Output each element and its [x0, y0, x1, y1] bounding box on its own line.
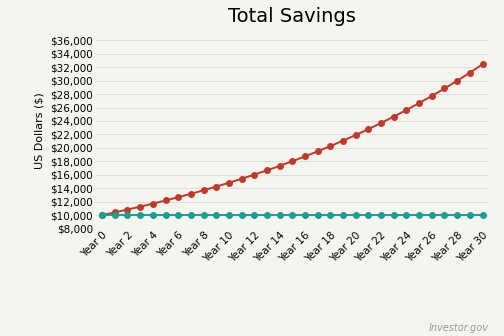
Future Value (4.00%)	[353, 133, 359, 137]
Total Contributions	[403, 213, 409, 217]
Future Value (4.00%)	[213, 184, 219, 188]
Future Value (4.00%)	[403, 108, 409, 112]
Total Contributions	[467, 213, 473, 217]
Future Value (4.00%)	[137, 205, 143, 209]
Total Contributions	[353, 213, 359, 217]
Line: Total Contributions: Total Contributions	[99, 212, 485, 218]
Total Contributions	[365, 213, 371, 217]
Future Value (4.00%)	[175, 195, 181, 199]
Total Contributions	[429, 213, 435, 217]
Total Contributions	[340, 213, 346, 217]
Future Value (4.00%)	[238, 177, 244, 181]
Future Value (4.00%)	[314, 149, 321, 153]
Future Value (4.00%)	[289, 159, 295, 163]
Text: Investor.gov: Investor.gov	[429, 323, 489, 333]
Future Value (4.00%)	[479, 62, 485, 66]
Total Contributions	[137, 213, 143, 217]
Future Value (4.00%)	[277, 164, 283, 168]
Total Contributions	[201, 213, 207, 217]
Total Contributions	[238, 213, 244, 217]
Future Value (4.00%)	[124, 208, 131, 212]
Future Value (4.00%)	[467, 71, 473, 75]
Future Value (4.00%)	[99, 213, 105, 217]
Future Value (4.00%)	[251, 173, 258, 177]
Total Contributions	[302, 213, 308, 217]
Future Value (4.00%)	[442, 86, 448, 90]
Total Contributions	[251, 213, 258, 217]
Future Value (4.00%)	[226, 181, 232, 185]
Future Value (4.00%)	[454, 79, 460, 83]
Title: Total Savings: Total Savings	[228, 7, 356, 27]
Total Contributions	[213, 213, 219, 217]
Future Value (4.00%)	[264, 168, 270, 172]
Total Contributions	[479, 213, 485, 217]
Total Contributions	[175, 213, 181, 217]
Y-axis label: US Dollars ($): US Dollars ($)	[35, 93, 45, 169]
Total Contributions	[391, 213, 397, 217]
Total Contributions	[442, 213, 448, 217]
Total Contributions	[188, 213, 194, 217]
Total Contributions	[416, 213, 422, 217]
Total Contributions	[378, 213, 384, 217]
Future Value (4.00%)	[327, 144, 333, 148]
Total Contributions	[112, 213, 118, 217]
Future Value (4.00%)	[201, 188, 207, 192]
Future Value (4.00%)	[188, 192, 194, 196]
Total Contributions	[99, 213, 105, 217]
Future Value (4.00%)	[302, 154, 308, 158]
Total Contributions	[314, 213, 321, 217]
Total Contributions	[162, 213, 168, 217]
Future Value (4.00%)	[378, 121, 384, 125]
Total Contributions	[150, 213, 156, 217]
Total Contributions	[226, 213, 232, 217]
Future Value (4.00%)	[391, 115, 397, 119]
Total Contributions	[124, 213, 131, 217]
Future Value (4.00%)	[429, 94, 435, 98]
Total Contributions	[454, 213, 460, 217]
Line: Future Value (4.00%): Future Value (4.00%)	[99, 61, 485, 218]
Total Contributions	[289, 213, 295, 217]
Future Value (4.00%)	[365, 127, 371, 131]
Future Value (4.00%)	[416, 101, 422, 105]
Total Contributions	[327, 213, 333, 217]
Future Value (4.00%)	[150, 202, 156, 206]
Future Value (4.00%)	[112, 210, 118, 214]
Future Value (4.00%)	[162, 199, 168, 203]
Total Contributions	[264, 213, 270, 217]
Total Contributions	[277, 213, 283, 217]
Future Value (4.00%)	[340, 139, 346, 143]
